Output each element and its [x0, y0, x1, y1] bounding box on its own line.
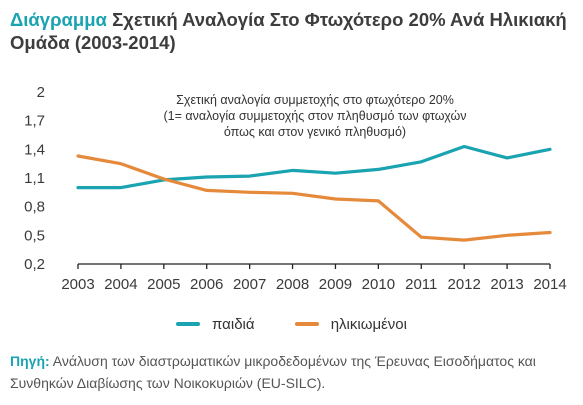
legend-label-elderly: ηλικιωμένοι — [330, 315, 407, 333]
series-line-elderly — [76, 154, 552, 242]
title-text: Σχετική Αναλογία Στο Φτωχότερο 20% Ανά Η… — [10, 9, 567, 53]
x-tick-label: 2008 — [276, 276, 309, 293]
y-tick-label: 0,5 — [24, 227, 45, 244]
y-tick-label: 0,2 — [24, 256, 45, 273]
chart-annotation-line: όπως και στον γενικό πληθυσμό) — [224, 125, 406, 139]
x-tick-label: 2004 — [104, 276, 137, 293]
x-tick-label: 2014 — [533, 276, 566, 293]
y-tick-label: 2 — [37, 84, 45, 101]
legend-swatch-children — [176, 322, 201, 326]
chart-title: Διάγραμμα Σχετική Αναλογία Στο Φτωχότερο… — [10, 8, 575, 54]
series-line-children — [76, 144, 552, 190]
x-tick-label: 2007 — [233, 276, 266, 293]
legend-label-children: παιδιά — [212, 315, 255, 333]
x-tick-label: 2003 — [61, 276, 94, 293]
chart-legend: παιδιά ηλικιωμένοι — [0, 313, 583, 333]
chart-annotation-line: (1= αναλογία συμμετοχής στον πληθυσμό τω… — [164, 109, 467, 123]
source-note: Πηγή: Ανάλυση των διαστρωματικών μικροδε… — [10, 350, 575, 394]
source-label: Πηγή: — [10, 353, 50, 369]
x-tick-label: 2010 — [362, 276, 395, 293]
legend-item-children: παιδιά — [176, 316, 255, 333]
line-chart: 0,2 0,5 0,8 1,1 1,4 1,7 2 2003 2004 2005 2006 2007 2… — [24, 84, 567, 293]
x-tick-label: 2009 — [319, 276, 352, 293]
legend-item-elderly: ηλικιωμένοι — [294, 315, 407, 333]
title-lead: Διάγραμμα — [10, 9, 107, 30]
x-tick-label: 2005 — [147, 276, 180, 293]
y-tick-label: 1,1 — [24, 170, 45, 187]
y-tick-label: 1,4 — [24, 141, 45, 158]
x-tick-label: 2006 — [190, 276, 223, 293]
y-tick-label: 0,8 — [24, 199, 45, 216]
source-text: Ανάλυση των διαστρωματικών μικροδεδομένω… — [10, 353, 536, 391]
y-tick-label: 1,7 — [24, 113, 45, 130]
x-tick-label: 2012 — [447, 276, 480, 293]
chart-annotation-line: Σχετική αναλογία συμμετοχής στο φτωχότερ… — [176, 93, 454, 107]
x-tick-label: 2013 — [490, 276, 523, 293]
legend-swatch-elderly — [294, 322, 319, 326]
x-tick-label: 2011 — [405, 276, 437, 293]
